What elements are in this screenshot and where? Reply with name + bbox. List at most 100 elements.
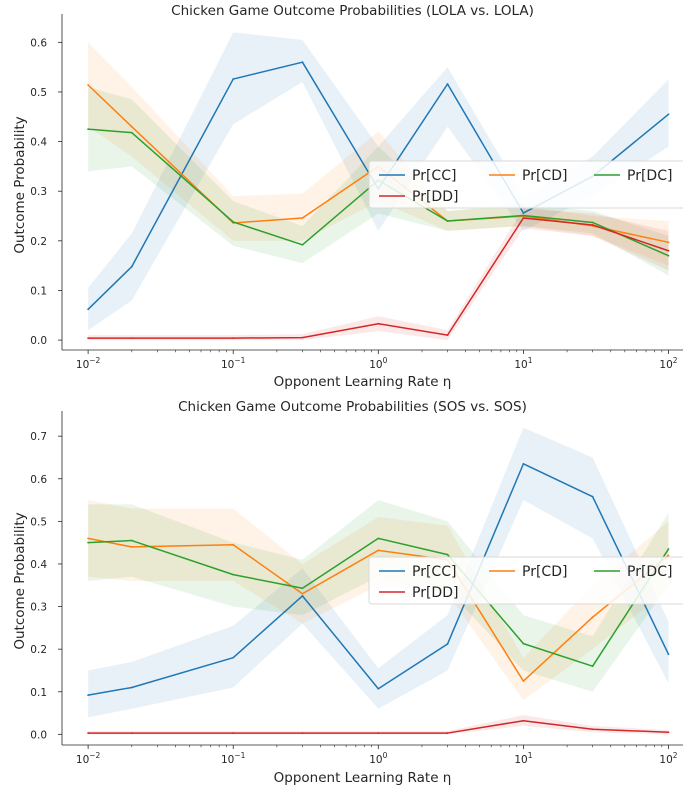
data-point xyxy=(667,241,670,244)
x-tick-label: 10−1 xyxy=(221,751,246,766)
chart-title: Chicken Game Outcome Probabilities (LOLA… xyxy=(171,3,534,19)
x-tick-exponent: −2 xyxy=(89,751,100,760)
data-point xyxy=(232,656,235,659)
x-tick-base: 10 xyxy=(221,359,234,371)
y-tick-label: 0.2 xyxy=(30,644,47,656)
data-point xyxy=(301,732,304,734)
data-point xyxy=(522,214,525,217)
data-point xyxy=(667,249,670,252)
data-point xyxy=(591,665,594,668)
confidence-band-Pr[CD] xyxy=(88,42,669,266)
y-tick-label: 0.6 xyxy=(30,474,47,486)
x-tick-label: 10−2 xyxy=(76,751,101,766)
x-tick-base: 10 xyxy=(514,754,527,766)
legend-box xyxy=(368,160,683,209)
legend-label: Pr[CC] xyxy=(412,564,456,580)
data-point xyxy=(87,308,90,311)
y-tick-label: 0.1 xyxy=(30,687,47,699)
x-tick-exponent: 0 xyxy=(383,356,388,365)
y-tick-label: 0.4 xyxy=(30,559,47,571)
x-tick-base: 10 xyxy=(659,754,672,766)
data-point xyxy=(232,78,235,80)
y-tick-label: 0.5 xyxy=(30,87,47,99)
data-point xyxy=(446,83,449,85)
confidence-band-Pr[CC] xyxy=(88,427,669,718)
legend: Pr[CC] Pr[CD] Pr[DC] Pr[DD] xyxy=(368,160,683,209)
x-tick-base: 10 xyxy=(514,359,527,371)
legend-label: Pr[CD] xyxy=(522,564,567,580)
data-point xyxy=(667,653,670,656)
data-point xyxy=(301,61,304,64)
data-point xyxy=(377,322,380,325)
data-point xyxy=(377,549,380,552)
y-tick-label: 0.6 xyxy=(30,37,47,49)
x-tick-exponent: 1 xyxy=(528,751,533,760)
x-tick-base: 10 xyxy=(76,754,89,766)
data-point xyxy=(130,546,133,548)
y-tick-label: 0.0 xyxy=(30,729,47,741)
x-tick-exponent: 2 xyxy=(673,751,678,760)
y-tick-label: 0.3 xyxy=(30,602,47,614)
data-point xyxy=(446,220,449,222)
data-point xyxy=(667,548,670,550)
data-point xyxy=(446,553,449,556)
x-tick-label: 10−2 xyxy=(76,356,101,371)
legend-label: Pr[CC] xyxy=(412,168,456,184)
legend: Pr[CC] Pr[CD] Pr[DC] Pr[DD] xyxy=(368,556,683,605)
legend-label: Pr[DD] xyxy=(412,585,458,601)
confidence-band-Pr[DD] xyxy=(88,208,669,341)
data-point xyxy=(446,732,449,734)
y-tick-label: 0.4 xyxy=(30,137,47,149)
x-tick-label: 101 xyxy=(514,356,532,371)
data-point xyxy=(446,643,449,645)
chart-title: Chicken Game Outcome Probabilities (SOS … xyxy=(178,399,527,415)
data-point xyxy=(522,212,525,214)
data-point xyxy=(377,537,380,540)
data-point xyxy=(377,732,380,734)
x-tick-exponent: −2 xyxy=(89,356,100,365)
data-point xyxy=(522,217,525,219)
data-point xyxy=(591,616,594,619)
data-point xyxy=(87,84,90,86)
legend-label: Pr[DC] xyxy=(627,564,672,580)
x-tick-label: 10−1 xyxy=(221,356,246,371)
x-tick-label: 101 xyxy=(514,751,532,766)
data-point xyxy=(591,221,594,224)
x-tick-base: 10 xyxy=(76,359,89,371)
data-point xyxy=(667,113,670,116)
data-point xyxy=(591,728,594,731)
y-axis-label: Outcome Probability xyxy=(12,512,28,649)
x-tick-base: 10 xyxy=(221,754,234,766)
y-tick-label: 0.2 xyxy=(30,236,47,248)
x-tick-exponent: 1 xyxy=(528,356,533,365)
data-point xyxy=(301,592,304,595)
data-point xyxy=(130,131,133,134)
confidence-band-Pr[DD] xyxy=(88,715,669,735)
data-point xyxy=(87,732,90,734)
data-point xyxy=(232,337,235,339)
data-point xyxy=(87,337,90,339)
legend-box xyxy=(368,556,683,605)
legend-label: Pr[DD] xyxy=(412,189,458,205)
data-point xyxy=(301,595,304,597)
data-point xyxy=(130,265,133,268)
x-tick-base: 10 xyxy=(369,359,382,371)
data-point xyxy=(130,686,133,689)
x-tick-exponent: −1 xyxy=(234,751,245,760)
data-point xyxy=(130,337,133,339)
legend-label: Pr[DC] xyxy=(627,168,672,184)
x-tick-label: 102 xyxy=(659,751,677,766)
data-point xyxy=(522,642,525,645)
data-point xyxy=(446,334,449,337)
x-tick-exponent: 0 xyxy=(383,751,388,760)
data-point xyxy=(301,243,304,246)
y-tick-label: 0.5 xyxy=(30,516,47,528)
x-axis-label: Opponent Learning Rate η xyxy=(274,374,452,390)
x-tick-base: 10 xyxy=(659,359,672,371)
data-point xyxy=(667,731,670,734)
x-tick-exponent: −1 xyxy=(234,356,245,365)
data-point xyxy=(301,336,304,339)
data-point xyxy=(232,573,235,576)
x-axis-label: Opponent Learning Rate η xyxy=(274,770,452,786)
